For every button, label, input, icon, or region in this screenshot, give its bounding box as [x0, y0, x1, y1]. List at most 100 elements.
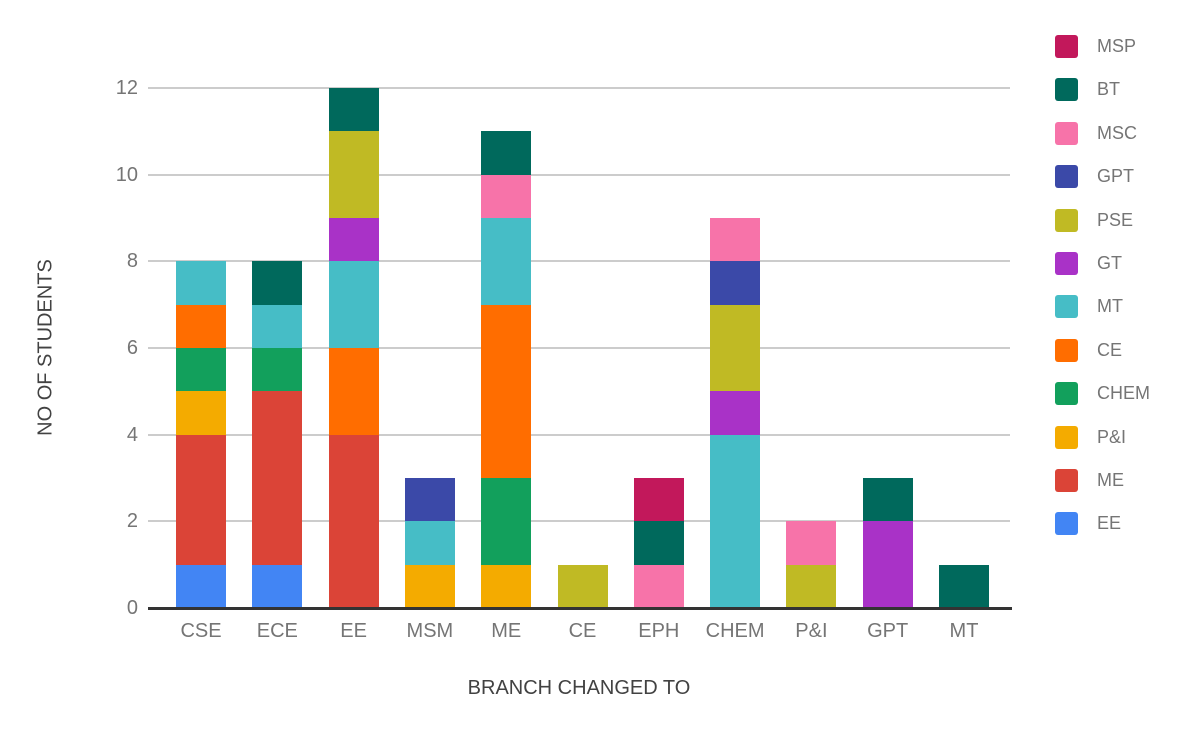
bar-segment-bt-gpt[interactable] [862, 478, 913, 522]
legend-swatch-pi [1055, 425, 1078, 449]
legend-swatch-ee [1055, 512, 1078, 536]
x-tick-label-gpt: GPT [867, 620, 909, 642]
bar-segment-pse-chem[interactable] [710, 304, 761, 392]
legend-swatch-me [1055, 468, 1078, 492]
x-tick-label-cse: CSE [180, 620, 222, 642]
bar-segment-bt-ee[interactable] [328, 88, 379, 132]
bar-segment-mt-msm[interactable] [404, 521, 455, 565]
legend-label: GPT [1097, 166, 1135, 187]
bar-segment-gt-ee[interactable] [328, 218, 379, 262]
legend-label: MSC [1097, 122, 1137, 143]
bar-segment-mt-ece[interactable] [252, 304, 303, 348]
legend-swatch-chem [1055, 382, 1078, 406]
x-axis-line [148, 607, 1012, 610]
legend-item-msp[interactable]: MSP [1055, 35, 1150, 58]
x-axis-title: BRANCH CHANGED TO [467, 677, 691, 699]
x-tick-label-msm: MSM [406, 620, 454, 642]
y-tick-label: 12 [115, 77, 138, 99]
bar-segment-chem-ece[interactable] [252, 348, 303, 392]
bar-segment-pse-pi[interactable] [786, 564, 837, 608]
bar-segment-bt-ece[interactable] [252, 261, 303, 305]
legend-label: CE [1097, 339, 1123, 360]
bar-segment-me-ee[interactable] [328, 434, 379, 608]
x-tick-label-eph: EPH [638, 620, 680, 642]
bar-segment-mt-ee[interactable] [328, 261, 379, 348]
gridline [148, 173, 1010, 176]
bar-segment-gpt-chem[interactable] [710, 261, 761, 305]
bar-segment-ee-ece[interactable] [252, 564, 303, 608]
y-tick-label: 0 [126, 597, 138, 619]
bar-segment-me-ece[interactable] [252, 391, 303, 565]
legend-swatch-msp [1055, 35, 1078, 58]
legend-label: ME [1097, 469, 1124, 490]
legend: MSP BT MSC GPT PSE GT MT CE CHEM P&I ME EE [1055, 35, 1150, 556]
legend-item-ee[interactable]: EE [1055, 512, 1150, 536]
x-tick-label-chem: CHEM [705, 620, 765, 642]
x-tick-label-mt: MT [949, 620, 979, 642]
legend-label: MT [1097, 296, 1123, 317]
bar-segment-mt-cse[interactable] [176, 261, 226, 305]
legend-swatch-msc [1055, 121, 1078, 145]
legend-swatch-ce [1055, 338, 1078, 362]
legend-swatch-gpt [1055, 165, 1078, 189]
x-tick-label-me: ME [491, 620, 522, 642]
bar-segment-msp-eph[interactable] [633, 478, 684, 522]
gridline [148, 260, 1010, 263]
y-tick-label: 4 [126, 423, 138, 446]
legend-item-gpt[interactable]: GPT [1055, 165, 1150, 189]
bar-segment-ee-cse[interactable] [176, 564, 226, 608]
legend-swatch-mt [1055, 295, 1078, 319]
bar-segment-mt-me[interactable] [481, 218, 532, 305]
x-tick-label-pi: P&I [795, 620, 828, 642]
legend-label: P&I [1097, 426, 1127, 447]
bar-segment-ce-ee[interactable] [328, 348, 379, 435]
legend-item-chem[interactable]: CHEM [1055, 382, 1150, 406]
gridline [148, 433, 1010, 436]
bar-segment-ce-cse[interactable] [176, 304, 226, 348]
bar-segment-bt-mt[interactable] [939, 564, 989, 608]
bar-segment-me-cse[interactable] [176, 434, 226, 565]
x-tick-label-ce: CE [568, 620, 597, 642]
bar-segment-bt-eph[interactable] [633, 521, 684, 565]
bar-segment-gt-gpt[interactable] [862, 521, 913, 608]
legend-swatch-gt [1055, 251, 1078, 275]
bar-segment-chem-cse[interactable] [176, 348, 226, 392]
legend-item-msc[interactable]: MSC [1055, 121, 1150, 145]
gridline [148, 347, 1010, 349]
x-tick-label-ee: EE [340, 620, 367, 642]
bar-segment-pi-msm[interactable] [404, 564, 455, 608]
legend-item-pse[interactable]: PSE [1055, 208, 1150, 232]
bar-segment-ce-me[interactable] [481, 304, 532, 478]
x-tick-label-ece: ECE [256, 620, 298, 642]
bar-segment-msc-eph[interactable] [633, 564, 684, 608]
y-tick-label: 6 [126, 337, 138, 359]
legend-item-mt[interactable]: MT [1055, 295, 1150, 319]
bar-segment-pi-me[interactable] [481, 564, 532, 608]
bar-segment-pse-ee[interactable] [328, 131, 379, 218]
legend-item-ce[interactable]: CE [1055, 338, 1150, 362]
bar-segment-chem-me[interactable] [481, 478, 532, 565]
legend-label: GT [1097, 252, 1122, 273]
legend-swatch-bt [1055, 78, 1078, 102]
legend-label: CHEM [1097, 383, 1150, 404]
legend-item-gt[interactable]: GT [1055, 251, 1150, 275]
bar-segment-msc-pi[interactable] [786, 521, 837, 565]
bar-segment-msc-me[interactable] [481, 174, 532, 218]
y-tick-label: 8 [126, 250, 138, 273]
bar-segment-mt-chem[interactable] [710, 434, 761, 608]
y-tick-label: 2 [126, 510, 138, 533]
bar-segment-pse-ce[interactable] [557, 564, 608, 608]
legend-item-me[interactable]: ME [1055, 468, 1150, 492]
bar-segment-pi-cse[interactable] [176, 391, 226, 435]
legend-label: MSP [1097, 36, 1137, 56]
legend-label: PSE [1097, 209, 1134, 230]
legend-item-pi[interactable]: P&I [1055, 425, 1150, 449]
bar-segment-bt-me[interactable] [481, 131, 532, 175]
bar-segment-gt-chem[interactable] [710, 391, 761, 435]
gridline [148, 87, 1010, 89]
legend-item-bt[interactable]: BT [1055, 78, 1150, 102]
legend-label: BT [1097, 79, 1121, 100]
bar-segment-msc-chem[interactable] [710, 218, 761, 262]
bar-segment-gpt-msm[interactable] [404, 478, 455, 522]
